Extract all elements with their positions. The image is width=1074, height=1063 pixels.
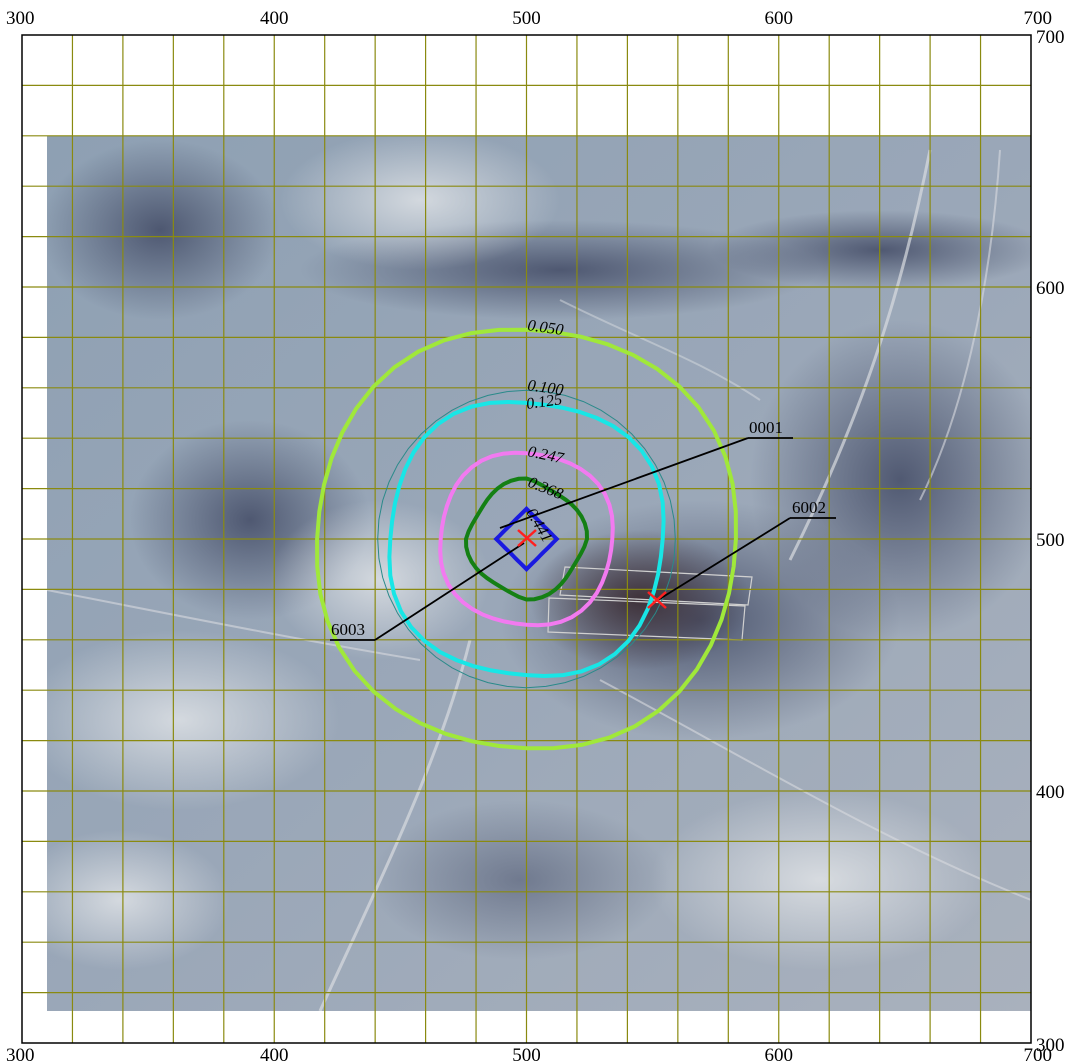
aerial-photo [47, 136, 1031, 1011]
source-label-0001: 0001 [749, 418, 783, 437]
x-tick-label-bottom: 700 [1024, 1045, 1053, 1063]
y-tick-label: 500 [1036, 530, 1065, 551]
leader-6002 [657, 517, 791, 601]
y-tick-label: 700 [1036, 27, 1065, 48]
leader-0001 [499, 437, 749, 529]
coordinate-grid [22, 35, 1031, 1043]
source-label-6003: 6003 [331, 620, 365, 639]
isoline-0100 [377, 389, 676, 689]
isoline-0441 [493, 505, 560, 573]
x-tick-label-bottom: 500 [512, 1045, 541, 1063]
x-tick-label-top: 400 [260, 8, 289, 29]
y-tick-label: 600 [1036, 278, 1065, 299]
x-tick-label-top: 500 [512, 8, 541, 29]
x-tick-label-top: 600 [765, 8, 794, 29]
isoline-0368 [463, 476, 590, 602]
x-tick-label-bottom: 400 [260, 1045, 289, 1063]
leader-6003 [374, 542, 525, 641]
source-label-6002: 6002 [792, 498, 826, 517]
source-marker-0001 [517, 529, 537, 547]
map-frame [21, 34, 1032, 1044]
source-marker-6002 [647, 591, 667, 609]
isoline-label-0100: 0.100 [526, 377, 564, 399]
isoline-0247 [438, 450, 615, 628]
isoline-0050 [315, 327, 738, 751]
isoline-layer [315, 327, 738, 751]
x-tick-label-bottom: 300 [6, 1045, 35, 1063]
isoline-0125 [387, 399, 666, 679]
isoline-label-0050: 0.050 [526, 317, 564, 339]
x-tick-label-top: 300 [6, 8, 35, 29]
y-tick-label: 400 [1036, 782, 1065, 803]
source-callouts: 0001 6002 6003 [330, 418, 836, 641]
y-tick-label: 300 [1036, 1035, 1065, 1056]
isoline-label-0125: 0.125 [525, 391, 563, 413]
source-markers [517, 529, 667, 609]
axis-tick-labels: 3003004004005005006006007007007006005004… [6, 8, 1065, 1063]
x-tick-label-bottom: 600 [765, 1045, 794, 1063]
x-tick-label-top: 700 [1024, 8, 1053, 29]
